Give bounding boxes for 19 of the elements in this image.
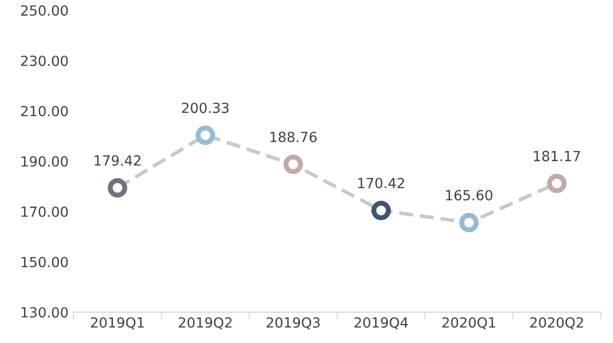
- x-tick-label: 2020Q1: [442, 317, 496, 330]
- y-tick-label: 170.00: [22, 206, 68, 217]
- data-label: 181.17: [534, 150, 580, 162]
- data-label: 200.33: [182, 102, 229, 114]
- x-tick-label: 2019Q1: [90, 317, 144, 330]
- y-tick-label: 210.00: [21, 106, 68, 116]
- data-label: 165.60: [446, 190, 492, 200]
- y-tick-label: 130.00: [22, 307, 68, 318]
- data-label: 170.42: [358, 178, 404, 188]
- y-tick-label: 250.00: [21, 5, 68, 16]
- y-tick-label: 150.00: [22, 256, 68, 268]
- y-tick-label: 230.00: [21, 56, 68, 66]
- x-tick-label: 2020Q2: [530, 317, 583, 330]
- x-tick-label: 2019Q3: [266, 317, 320, 330]
- data-label: 188.76: [270, 132, 317, 142]
- x-tick-label: 2019Q4: [354, 317, 408, 330]
- y-tick-label: 190.00: [22, 156, 68, 167]
- x-tick-label: 2019Q2: [178, 317, 232, 330]
- data-label: 179.42: [94, 155, 140, 166]
